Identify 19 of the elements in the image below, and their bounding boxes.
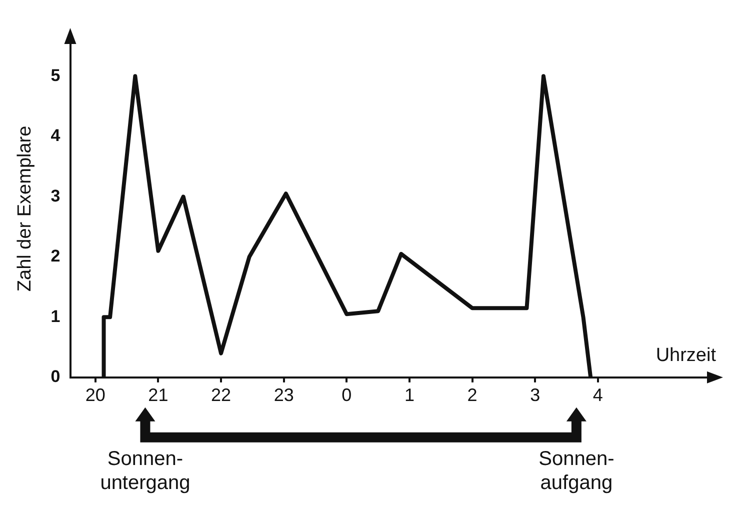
y-tick-label: 0 — [50, 367, 60, 386]
x-tick-label: 22 — [211, 385, 232, 406]
x-tick-label: 3 — [530, 385, 540, 406]
x-tick-label: 2 — [467, 385, 478, 406]
x-tick-label: 1 — [404, 385, 414, 406]
x-tick-label: 21 — [148, 385, 168, 406]
y-tick-label: 3 — [50, 186, 60, 206]
y-tick-label: 2 — [50, 246, 60, 266]
x-axis-title: Uhrzeit — [656, 345, 717, 366]
y-tick-label: 4 — [50, 126, 61, 146]
x-tick-label: 4 — [592, 385, 603, 406]
text: Sonnen- untergang — [100, 448, 190, 494]
x-tick-label: 0 — [342, 385, 352, 406]
y-tick-label: 5 — [50, 66, 60, 85]
x-tick-label: 23 — [274, 385, 294, 406]
text: Sonnen- aufgang — [538, 448, 614, 494]
y-tick-label: 1 — [50, 306, 60, 326]
y-axis-title: Zahl der Exemplare — [14, 126, 36, 292]
x-tick-label: 20 — [85, 385, 106, 406]
